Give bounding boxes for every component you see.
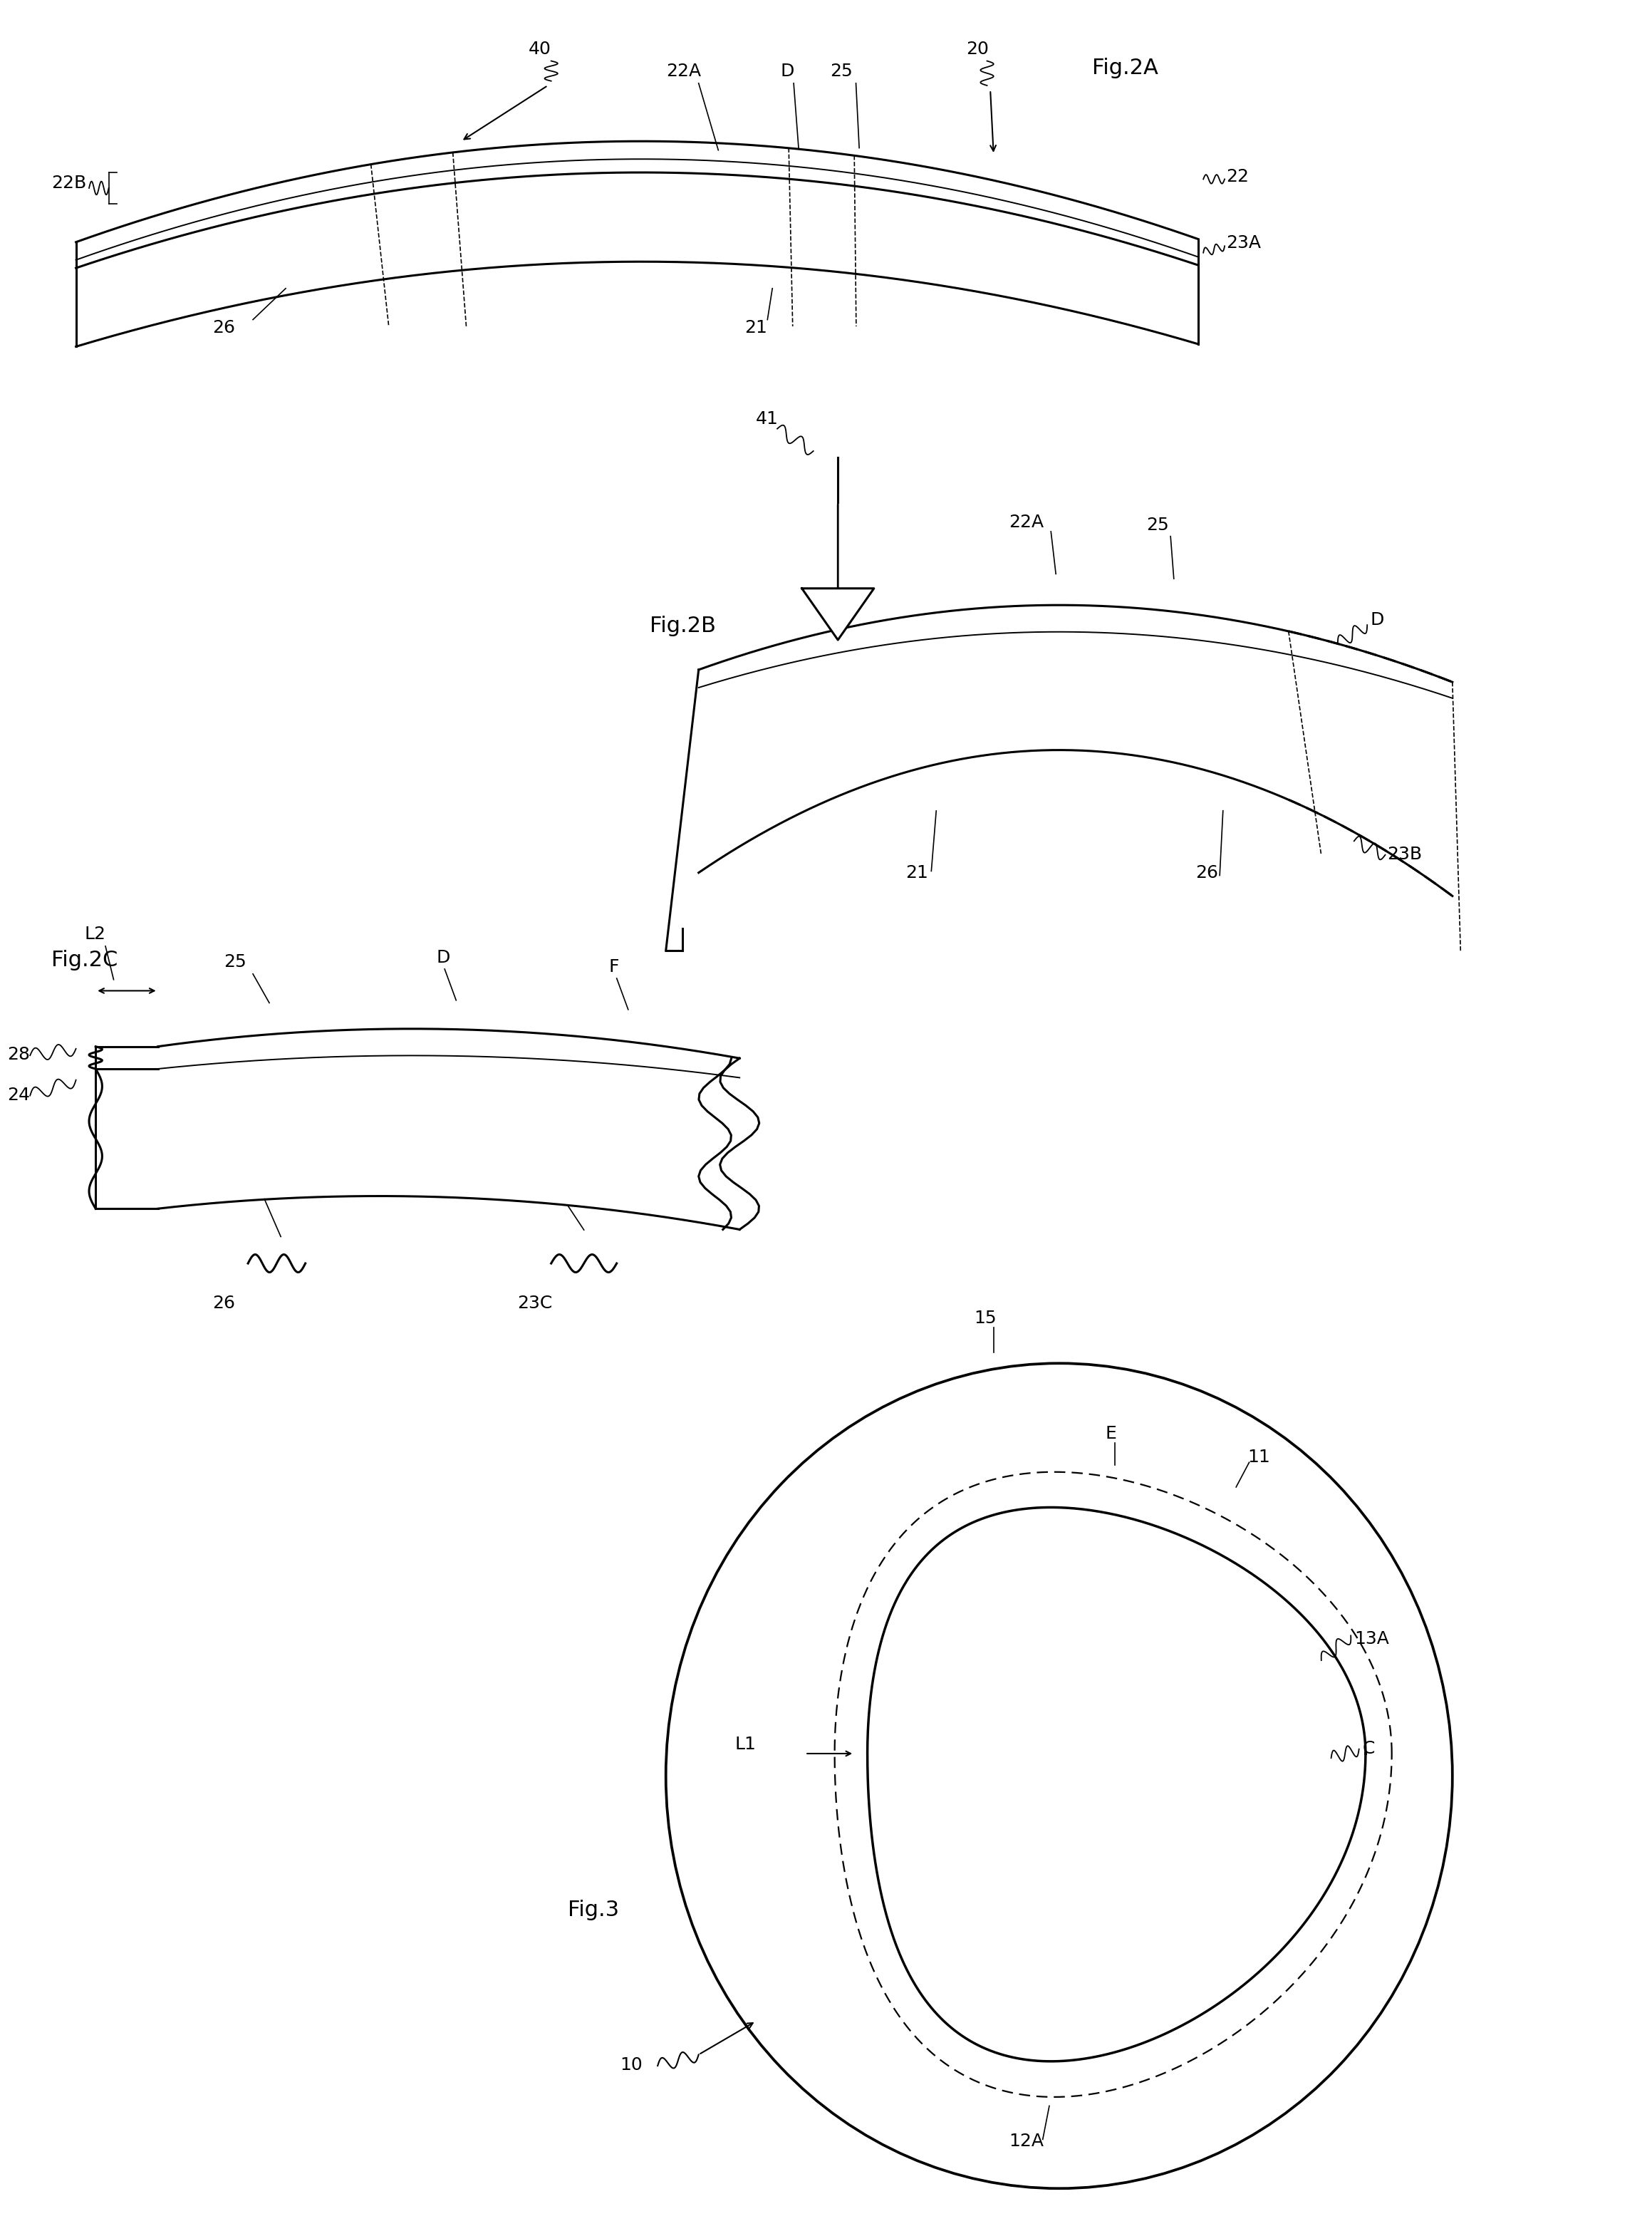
- Text: D: D: [436, 948, 451, 966]
- Text: 20: 20: [966, 40, 988, 58]
- Text: Fig.3: Fig.3: [568, 1901, 620, 1921]
- Text: 13A: 13A: [1355, 1630, 1389, 1648]
- Text: Fig.2B: Fig.2B: [649, 615, 715, 635]
- Text: 22A: 22A: [1009, 514, 1044, 530]
- Text: 15: 15: [975, 1310, 996, 1326]
- Text: L2: L2: [84, 926, 106, 944]
- Text: 10: 10: [620, 2057, 643, 2073]
- Text: 26: 26: [211, 1295, 235, 1313]
- Text: Fig.2C: Fig.2C: [51, 950, 117, 970]
- Text: 26: 26: [1194, 865, 1218, 881]
- Text: 41: 41: [757, 411, 778, 427]
- Text: 21: 21: [905, 865, 928, 881]
- Text: 22A: 22A: [666, 63, 700, 80]
- Text: 25: 25: [223, 955, 246, 970]
- Text: 22: 22: [1226, 168, 1249, 186]
- Text: L1: L1: [735, 1735, 757, 1753]
- Text: Fig.2A: Fig.2A: [1092, 58, 1158, 78]
- Polygon shape: [801, 588, 874, 639]
- Text: E: E: [1105, 1424, 1117, 1442]
- Text: 25: 25: [829, 63, 852, 80]
- Text: 23A: 23A: [1226, 235, 1260, 253]
- Text: F: F: [608, 957, 620, 975]
- Text: 26: 26: [211, 320, 235, 338]
- Text: D: D: [1371, 610, 1384, 628]
- Text: 11: 11: [1247, 1449, 1270, 1467]
- Text: 22B: 22B: [51, 174, 86, 192]
- Text: 25: 25: [1146, 517, 1168, 534]
- Text: 23B: 23B: [1386, 845, 1422, 863]
- Text: D: D: [780, 63, 795, 80]
- Text: 21: 21: [745, 320, 767, 338]
- Text: 24: 24: [7, 1087, 30, 1105]
- Text: 28: 28: [7, 1046, 30, 1064]
- Text: C: C: [1363, 1740, 1374, 1757]
- Text: 40: 40: [529, 40, 552, 58]
- Text: 23C: 23C: [517, 1295, 552, 1313]
- Text: 12A: 12A: [1009, 2133, 1044, 2149]
